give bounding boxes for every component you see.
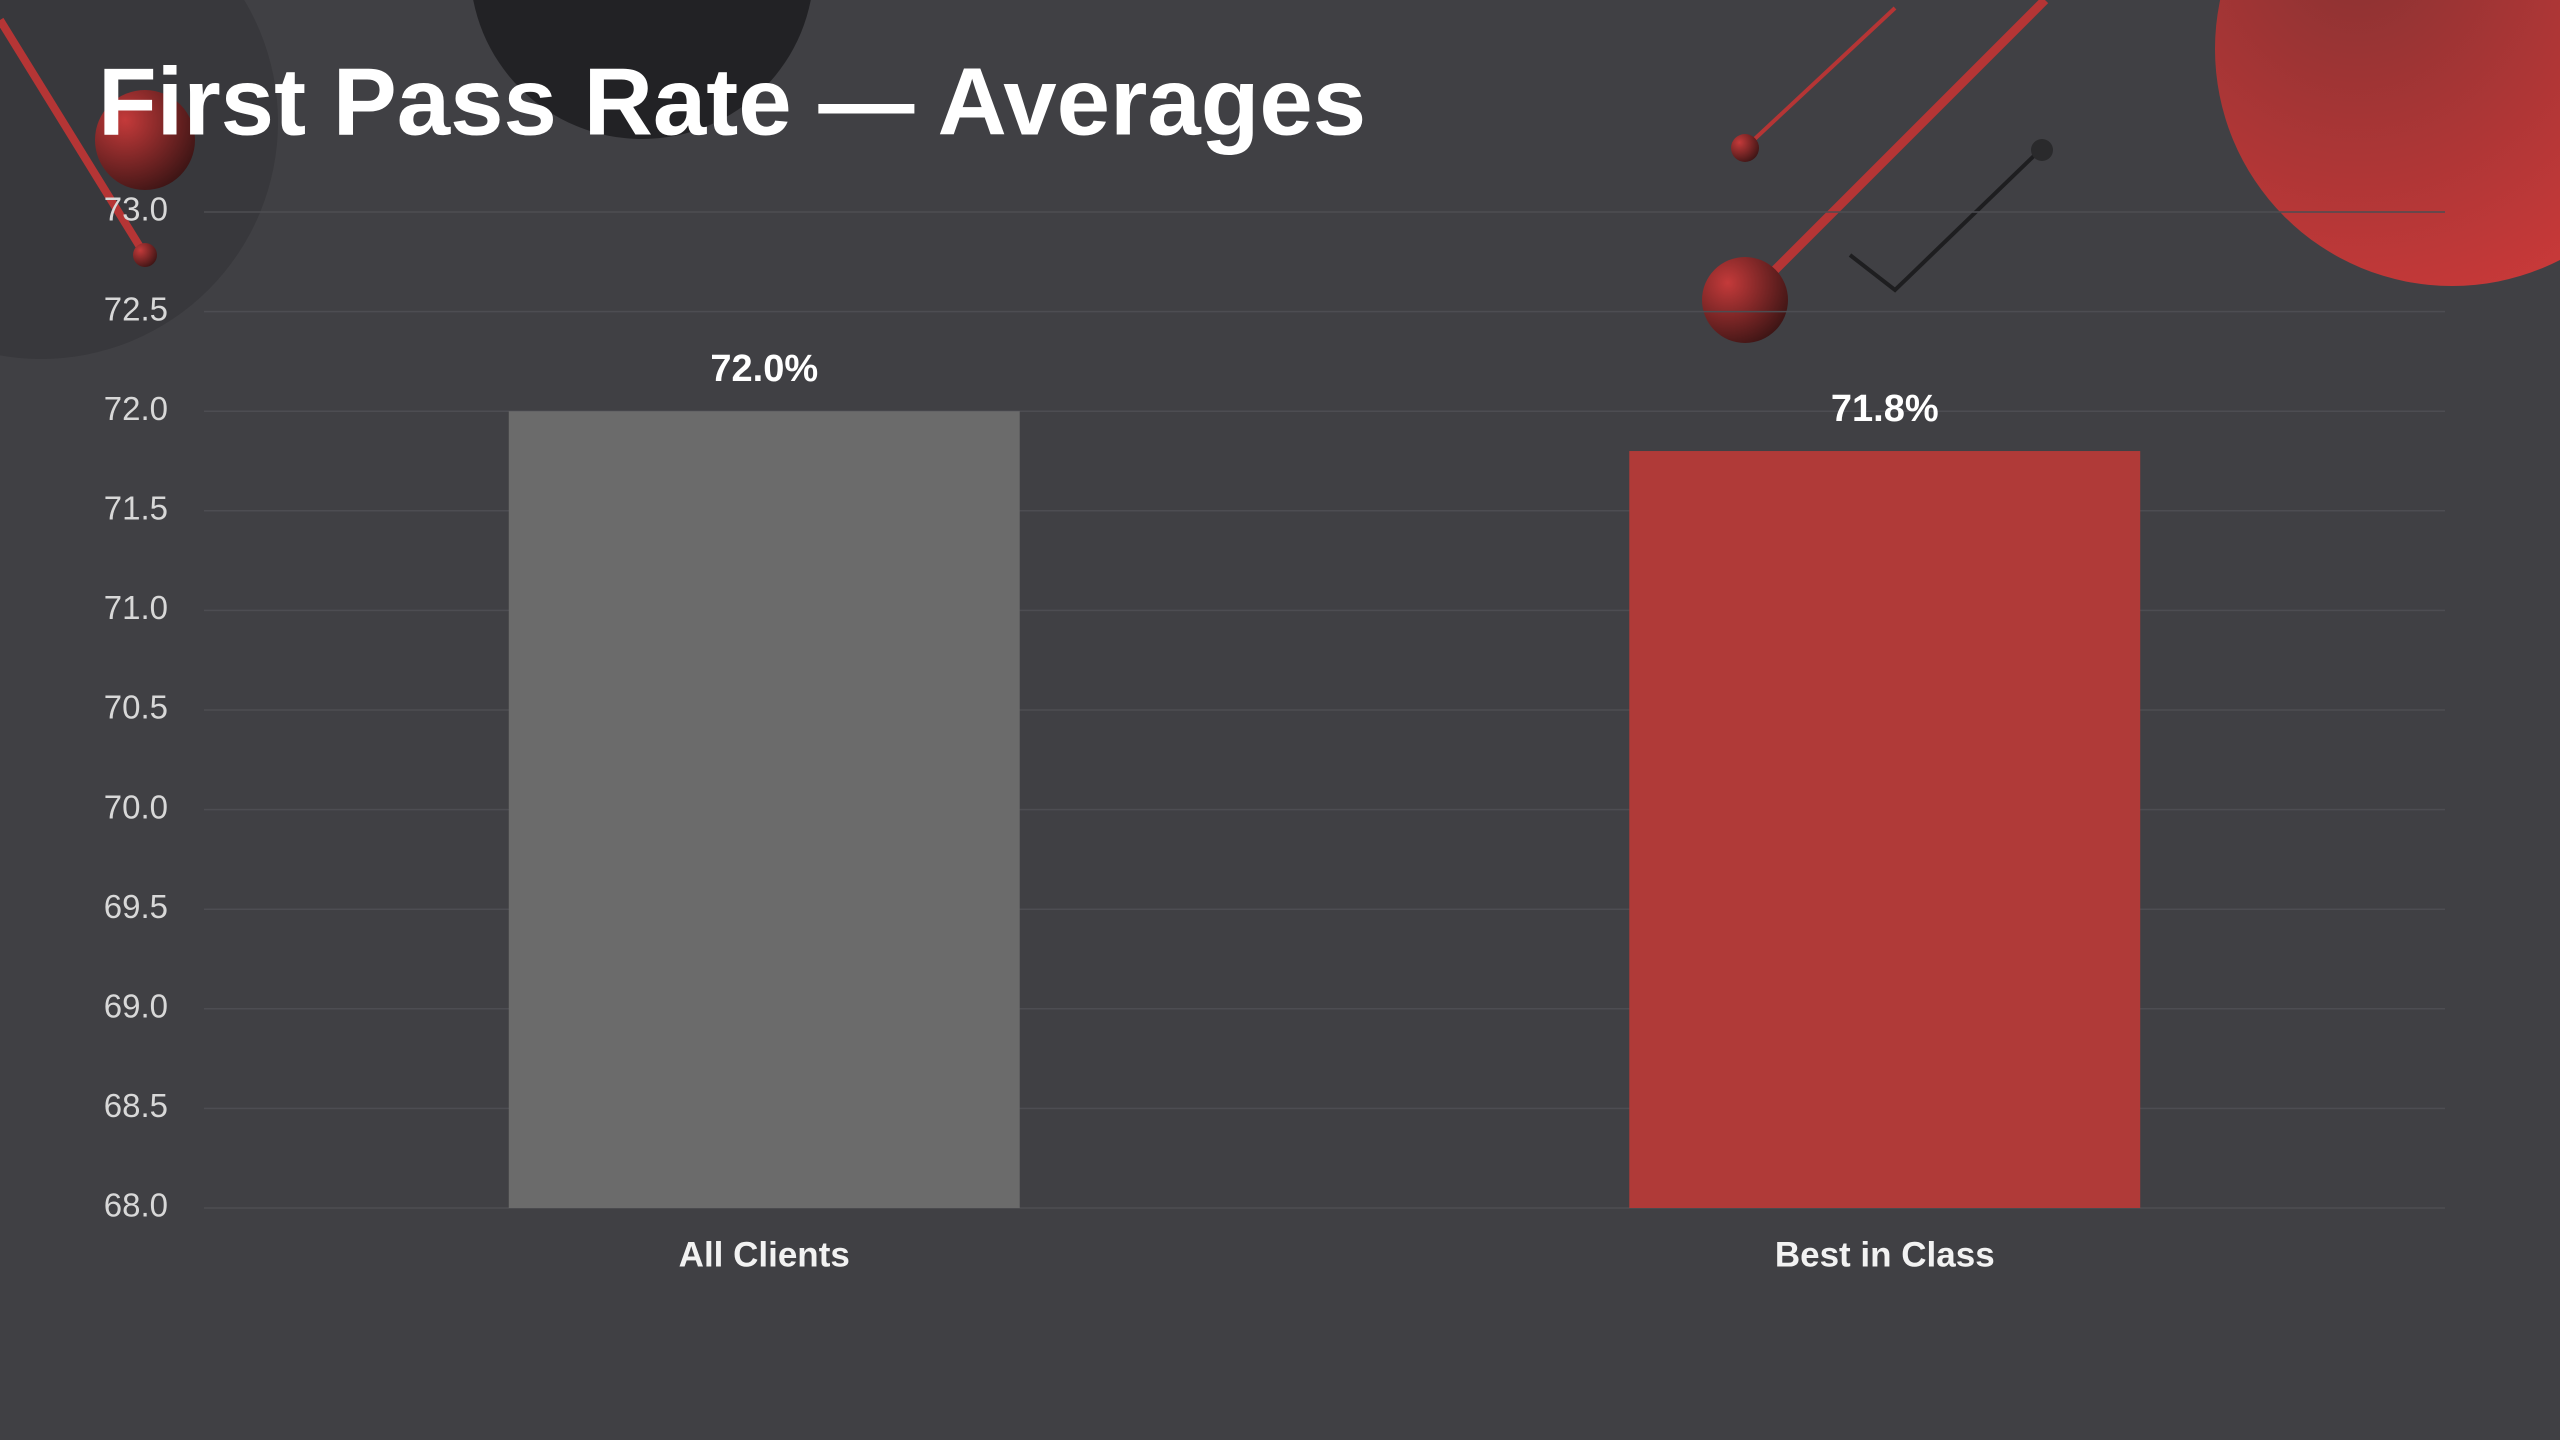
chart-title: First Pass Rate — Averages: [98, 48, 1366, 155]
y-tick-label: 72.5: [104, 290, 168, 327]
value-label: 72.0%: [710, 348, 818, 390]
y-tick-label: 71.0: [104, 589, 168, 626]
y-tick-label: 70.0: [104, 788, 168, 825]
x-tick-label: Best in Class: [1775, 1235, 1995, 1274]
y-tick-label: 68.5: [104, 1087, 168, 1124]
y-tick-label: 69.5: [104, 888, 168, 925]
decoration: [0, 0, 2560, 359]
y-tick-label: 68.0: [104, 1187, 168, 1224]
value-label: 71.8%: [1831, 388, 1939, 430]
y-tick-label: 72.0: [104, 390, 168, 427]
bar: [508, 411, 1020, 1208]
y-tick-label: 70.5: [104, 689, 168, 726]
y-tick-label: 73.0: [104, 191, 168, 228]
y-tick-label: 69.0: [104, 988, 168, 1025]
bar: [1629, 451, 2141, 1208]
x-tick-label: All Clients: [679, 1235, 850, 1274]
y-tick-label: 71.5: [104, 490, 168, 527]
